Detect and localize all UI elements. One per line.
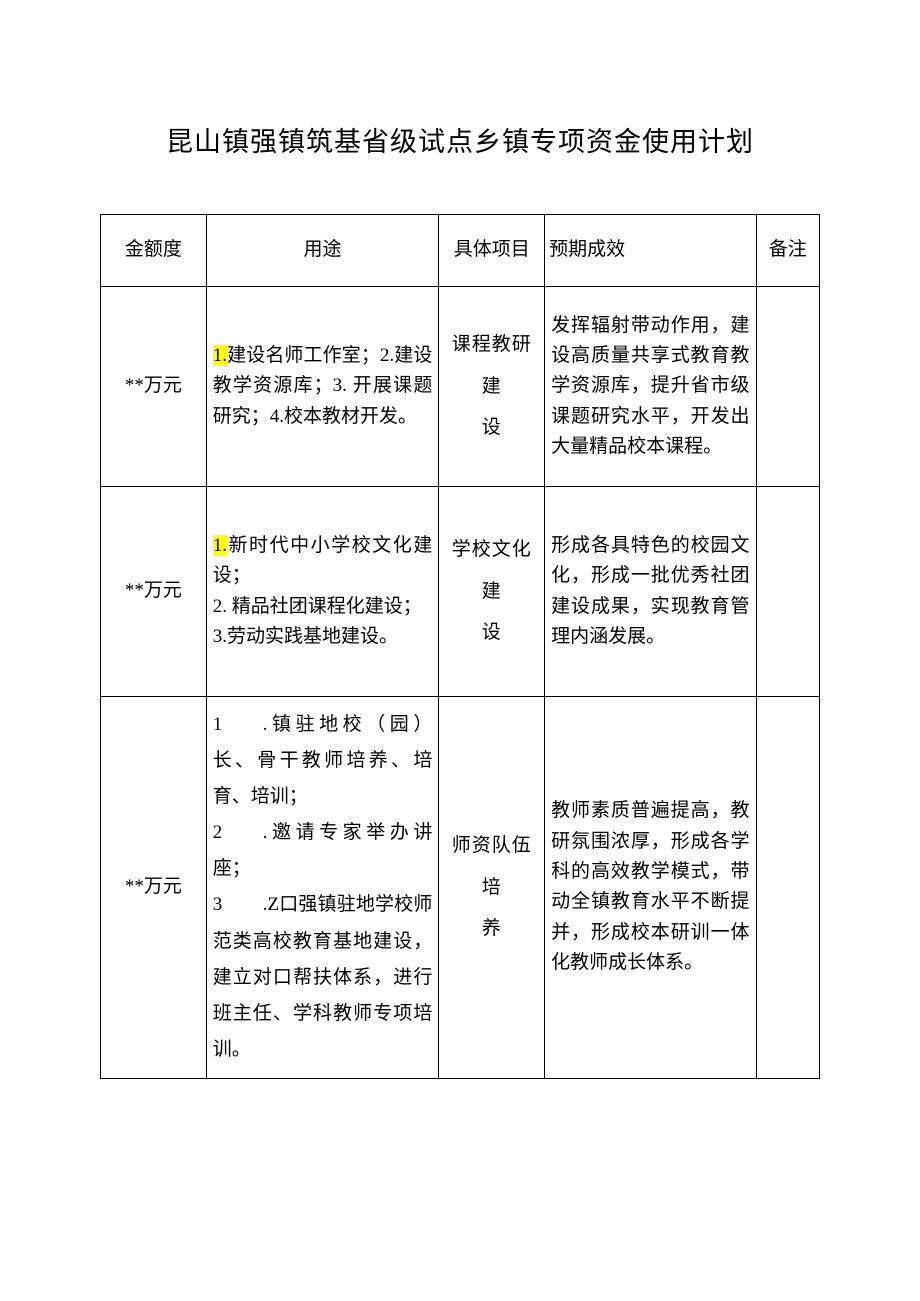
header-effect: 预期成效 (545, 215, 756, 287)
highlight-text: 1. (213, 535, 227, 556)
cell-effect: 形成各具特色的校园文化，形成一批优秀社团建设成果，实现教育管理内涵发展。 (545, 487, 756, 697)
cell-project: 师资队伍培养 (439, 697, 545, 1079)
cell-amount: **万元 (101, 487, 207, 697)
header-project: 具体项目 (439, 215, 545, 287)
usage-num: 3 (213, 887, 263, 923)
cell-effect: 教师素质普遍提高，教研氛围浓厚，形成各学科的高效教学模式，带动全镇教育水平不断提… (545, 697, 756, 1079)
table-row: **万元 1.新时代中小学校文化建设； 2. 精品社团课程化建设； 3.劳动实践基地… (101, 487, 820, 697)
table-row: **万元 1.镇驻地校（园）长、骨干教师培养、培育、培训； 2.邀请专家举办讲座… (101, 697, 820, 1079)
cell-amount: **万元 (101, 697, 207, 1079)
header-amount: 金额度 (101, 215, 207, 287)
cell-amount: **万元 (101, 287, 207, 487)
header-usage: 用途 (206, 215, 439, 287)
usage-text: 建设名师工作室；2.建设教学资源库；3. 开展课题研究；4.校本教材开发。 (213, 345, 433, 427)
usage-text: 新时代中小学校文化建设； (213, 535, 433, 586)
cell-remark (756, 697, 819, 1079)
page-title: 昆山镇强镇筑基省级试点乡镇专项资金使用计划 (100, 120, 820, 159)
header-remark: 备注 (756, 215, 819, 287)
table-header-row: 金额度 用途 具体项目 预期成效 备注 (101, 215, 820, 287)
cell-usage: 1.建设名师工作室；2.建设教学资源库；3. 开展课题研究；4.校本教材开发。 (206, 287, 439, 487)
usage-text: 2. 精品社团课程化建设； (213, 596, 422, 617)
cell-usage: 1.镇驻地校（园）长、骨干教师培养、培育、培训； 2.邀请专家举办讲座； 3.Z… (206, 697, 439, 1079)
table-row: **万元 1.建设名师工作室；2.建设教学资源库；3. 开展课题研究；4.校本教… (101, 287, 820, 487)
cell-usage: 1.新时代中小学校文化建设； 2. 精品社团课程化建设； 3.劳动实践基地建设。 (206, 487, 439, 697)
usage-text: 3.劳动实践基地建设。 (213, 626, 398, 647)
usage-num: 2 (213, 815, 263, 851)
cell-project: 学校文化建设 (439, 487, 545, 697)
cell-remark (756, 487, 819, 697)
usage-num: 1 (213, 707, 263, 743)
cell-project: 课程教研建设 (439, 287, 545, 487)
funding-plan-table: 金额度 用途 具体项目 预期成效 备注 **万元 1.建设名师工作室；2.建设教… (100, 214, 820, 1079)
highlight-text: 1. (213, 345, 227, 366)
cell-remark (756, 287, 819, 487)
cell-effect: 发挥辐射带动作用，建设高质量共享式教育教学资源库，提升省市级课题研究水平，开发出… (545, 287, 756, 487)
